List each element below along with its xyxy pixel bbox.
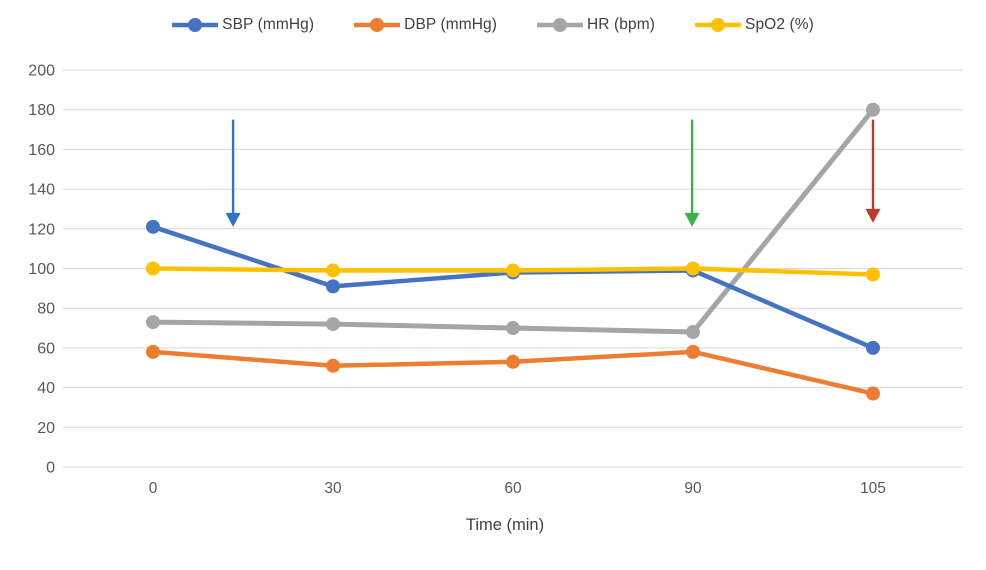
data-point-marker-sbp: [866, 340, 880, 355]
data-point-marker-dbp: [146, 344, 160, 359]
legend-label: SBP (mmHg): [222, 16, 315, 33]
data-point-marker-hr: [866, 102, 880, 117]
data-point-marker-hr: [506, 321, 520, 336]
legend-label: SpO2 (%): [745, 16, 814, 33]
y-axis-tick-label: 200: [28, 63, 55, 80]
data-point-marker-hr: [326, 317, 340, 332]
blue-down-arrow-head: [225, 212, 241, 227]
legend-label: HR (bpm): [587, 16, 655, 33]
x-axis-tick-label: 30: [324, 480, 342, 497]
legend-item-sbp: SBP (mmHg): [172, 16, 314, 34]
data-point-marker-sbp: [326, 279, 340, 294]
y-axis-tick-label: 80: [37, 301, 55, 318]
data-point-marker-spo2: [866, 267, 880, 282]
y-axis-tick-label: 20: [37, 420, 55, 437]
green-down-arrow-head: [684, 212, 700, 227]
legend-item-hr: HR (bpm): [537, 16, 655, 34]
data-point-marker-hr: [686, 325, 700, 340]
data-point-marker-dbp: [326, 358, 340, 373]
legend-item-spo2: SpO2 (%): [695, 16, 814, 34]
legend-line-circle-marker-spo2: [695, 18, 741, 32]
data-point-marker-spo2: [686, 261, 700, 276]
y-axis-tick-label: 180: [28, 102, 55, 119]
data-point-marker-spo2: [146, 261, 160, 276]
legend-item-dbp: DBP (mmHg): [354, 16, 497, 34]
x-axis-tick-label: 60: [504, 480, 522, 497]
y-axis-tick-label: 160: [28, 142, 55, 159]
data-point-marker-dbp: [686, 344, 700, 359]
y-axis-tick-label: 60: [37, 340, 55, 357]
y-axis-tick-label: 100: [28, 261, 55, 278]
data-point-marker-sbp: [146, 219, 160, 234]
x-axis-tick-label: 105: [860, 480, 886, 497]
y-axis-tick-label: 140: [28, 182, 55, 199]
data-point-marker-dbp: [506, 354, 520, 369]
legend-line-circle-marker-hr: [537, 18, 584, 32]
legend-label: DBP (mmHg): [404, 16, 498, 33]
y-axis-tick-label: 40: [37, 380, 55, 397]
series-line-hr: [150, 107, 876, 335]
data-point-marker-hr: [146, 315, 160, 330]
legend-line-circle-marker-sbp: [172, 18, 219, 32]
x-axis-title: Time (min): [466, 516, 544, 534]
data-point-marker-spo2: [506, 263, 520, 278]
chart-legend: SBP (mmHg) DBP (mmHg) HR (bpm) SpO2 (%): [0, 16, 986, 34]
red-down-arrow-head: [865, 208, 881, 223]
y-axis-tick-label: 0: [46, 460, 55, 477]
data-point-marker-spo2: [326, 263, 340, 278]
legend-line-circle-marker-dbp: [354, 18, 401, 32]
x-axis-tick-label: 90: [684, 480, 702, 497]
y-axis-tick-label: 120: [28, 221, 55, 238]
x-axis-tick-label: 0: [149, 480, 158, 497]
data-point-marker-dbp: [866, 386, 880, 401]
